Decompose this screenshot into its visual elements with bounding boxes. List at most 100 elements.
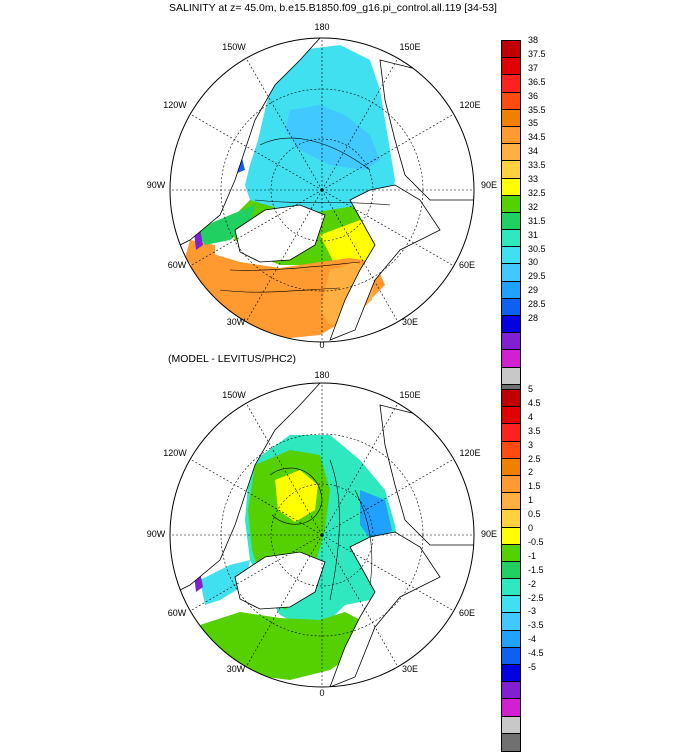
diff-region-baffin: [200, 560, 250, 605]
colorbar-label: 36: [528, 90, 539, 101]
colorbar-label: 36.5: [528, 76, 546, 87]
colorbar-swatch: [502, 475, 520, 494]
diff-region-green-south: [200, 612, 370, 680]
colorbar-label: 35: [528, 118, 539, 129]
colorbar-label: 3.5: [528, 425, 541, 436]
lon-label: 120E: [459, 448, 480, 458]
lon-label: 30W: [227, 664, 246, 674]
colorbar-label: 3: [528, 439, 534, 450]
colorbar-label: 37: [528, 62, 539, 73]
colorbar-label: 4.5: [528, 397, 541, 408]
difference-polar-map: 180 150E 120E 90E 60E 30E 0 30W 60W 90W …: [147, 370, 497, 698]
colorbar-swatch: [502, 458, 520, 476]
eurasia-land: [329, 184, 441, 341]
salinity-polar-map: 180 150E 120E 90E 60E 30E 0 30W 60W 90W …: [147, 22, 497, 350]
colorbar-label: 28: [528, 313, 539, 323]
colorbar-label: 30.5: [528, 243, 546, 254]
colorbar-swatch: [502, 75, 520, 93]
salinity-region-central: [285, 105, 380, 170]
colorbar-swatch: [502, 161, 520, 179]
lon-label: 180: [314, 370, 329, 380]
colorbar-swatch: [502, 264, 520, 282]
salinity-region-labrador: [185, 240, 215, 268]
colorbar-swatch: [502, 682, 520, 700]
colorbar-swatch: [502, 316, 520, 334]
colorbar-label: -3: [528, 606, 537, 617]
map-title-salinity: SALINITY at z= 45.0m, b.e15.B1850.f09_g1…: [169, 2, 497, 14]
map-title-difference: (MODEL - LEVITUS/PHC2): [168, 353, 296, 365]
colorbar-swatch: [502, 58, 520, 76]
colorbar-label: 31: [528, 229, 539, 240]
colorbar-swatch: [502, 527, 520, 545]
colorbar-label: 29: [528, 285, 539, 296]
colorbar-swatch: [502, 407, 520, 425]
colorbar-swatch: [502, 333, 520, 351]
colorbar-swatch: [502, 350, 520, 368]
colorbar-label: 2: [528, 467, 534, 478]
colorbar-swatch: [502, 41, 520, 59]
salinity-colorbar: [501, 40, 521, 403]
colorbar-label: -2.5: [528, 592, 544, 603]
eurasia-land: [329, 531, 441, 687]
colorbar-label: 30: [528, 257, 539, 268]
colorbar-label: -4: [528, 634, 537, 645]
lon-label: 30E: [402, 664, 418, 674]
colorbar-swatch: [502, 544, 520, 562]
colorbar-swatch: [502, 92, 520, 110]
lon-label: 60E: [459, 260, 475, 270]
colorbar-swatch: [502, 390, 520, 408]
salinity-region-baffin: [195, 205, 255, 245]
difference-colorbar: [501, 389, 521, 752]
colorbar-swatch: [502, 212, 520, 231]
colorbar-label: 29.5: [528, 271, 546, 282]
colorbar-label: 34.5: [528, 132, 546, 143]
colorbar-swatch: [502, 195, 520, 213]
lon-label: 60E: [459, 608, 475, 618]
colorbar-swatch: [502, 561, 520, 580]
colorbar-label: -4.5: [528, 648, 544, 659]
colorbar-swatch: [502, 281, 520, 299]
colorbar-label: 34: [528, 146, 539, 157]
colorbar-label: 33.5: [528, 160, 546, 171]
lon-label: 60W: [168, 260, 187, 270]
lon-label: 150E: [399, 390, 420, 400]
colorbar-label: 0.5: [528, 509, 541, 520]
colorbar-swatch: [502, 126, 520, 145]
colorbar-swatch: [502, 630, 520, 648]
greenland-land: [234, 551, 326, 610]
colorbar-swatch: [502, 367, 520, 385]
colorbar-label: 2.5: [528, 453, 541, 464]
colorbar-label: 38: [528, 35, 539, 45]
colorbar-label: 1.5: [528, 481, 541, 492]
colorbar-label: -3.5: [528, 620, 544, 631]
colorbar-swatch: [502, 613, 520, 631]
colorbar-swatch: [502, 424, 520, 442]
lon-label: 60W: [168, 608, 187, 618]
colorbar-label: 5: [528, 384, 534, 394]
colorbar-label: 31.5: [528, 215, 546, 226]
colorbar-swatch: [502, 647, 520, 665]
lon-label: 150E: [399, 42, 420, 52]
colorbar-label: -0.5: [528, 536, 544, 547]
colorbar-swatch: [502, 144, 520, 162]
lon-label: 30W: [227, 317, 246, 327]
lon-label: 150W: [222, 390, 246, 400]
colorbar-label: 37.5: [528, 48, 546, 59]
colorbar-swatch: [502, 247, 520, 265]
colorbar-swatch: [502, 699, 520, 717]
colorbar-swatch: [502, 230, 520, 248]
lon-label: 180: [314, 22, 329, 32]
colorbar-swatch: [502, 733, 520, 751]
colorbar-label: -2: [528, 578, 537, 589]
lon-label: 30E: [402, 317, 418, 327]
lon-label: 0: [319, 688, 324, 698]
lon-label: 0: [319, 340, 324, 350]
colorbar-label: -1: [528, 550, 537, 561]
lon-label: 120W: [163, 100, 187, 110]
lon-label: 90W: [147, 180, 166, 190]
lon-label: 90E: [481, 529, 497, 539]
lon-label: 90W: [147, 529, 166, 539]
greenland-land: [234, 204, 326, 263]
colorbar-label: 28.5: [528, 299, 546, 310]
colorbar-swatch: [502, 178, 520, 196]
